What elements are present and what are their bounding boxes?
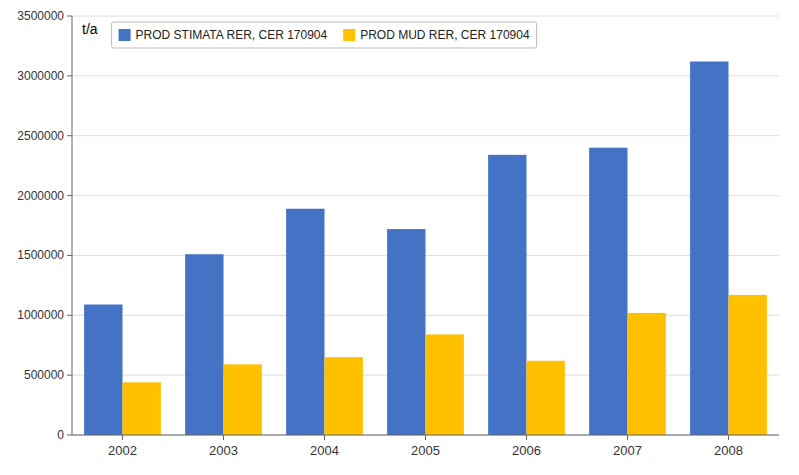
bar [185, 254, 223, 435]
x-tick [526, 435, 527, 440]
y-tick [67, 375, 72, 376]
y-tick-label: 1000000 [17, 308, 64, 322]
x-tick [627, 435, 628, 440]
legend-label: PROD MUD RER, CER 170904 [360, 28, 530, 42]
y-tick [67, 255, 72, 256]
legend-swatch [343, 29, 355, 41]
bar [84, 305, 122, 435]
bar [527, 361, 565, 435]
x-tick-label: 2003 [209, 443, 238, 458]
y-tick [67, 75, 72, 76]
bars [84, 61, 767, 435]
bar [589, 148, 627, 435]
grid-line [72, 75, 779, 76]
y-tick-label: 500000 [24, 368, 64, 382]
y-tick [67, 135, 72, 136]
y-tick [67, 16, 72, 17]
x-tick-label: 2005 [411, 443, 440, 458]
y-tick-label: 0 [57, 428, 64, 442]
y-tick [67, 435, 72, 436]
x-tick [425, 435, 426, 440]
y-tick [67, 315, 72, 316]
bar [286, 209, 324, 435]
bar [488, 155, 526, 435]
grid-line [72, 195, 779, 196]
chart: 0 500000 1000000 1500000 2000000 2500000 30000… [0, 0, 799, 475]
bar [729, 295, 767, 435]
y-tick-label: 3000000 [17, 69, 64, 83]
bar [123, 382, 161, 435]
bar [426, 334, 464, 435]
legend-label: PROD STIMATA RER, CER 170904 [136, 28, 328, 42]
y-tick-label: 3500000 [17, 9, 64, 23]
y-tick-label: 1500000 [17, 248, 64, 262]
y-tick-label: 2500000 [17, 129, 64, 143]
legend-swatch [119, 29, 131, 41]
x-tick-label: 2007 [613, 443, 642, 458]
annotation: t/a [82, 21, 98, 37]
grid-line [72, 135, 779, 136]
bar [387, 229, 425, 435]
x-tick-label: 2002 [108, 443, 137, 458]
y-axis: 0 500000 1000000 1500000 2000000 2500000 30000… [17, 9, 779, 442]
y-axis-line [72, 16, 73, 435]
legend: PROD STIMATA RER, CER 170904 PROD MUD RER… [112, 22, 537, 48]
y-tick-label: 2000000 [17, 189, 64, 203]
grid-line [72, 16, 779, 17]
x-tick [728, 435, 729, 440]
x-tick [122, 435, 123, 440]
bar [224, 364, 262, 435]
x-tick-label: 2008 [714, 443, 743, 458]
bar [628, 313, 666, 435]
x-axis: 2002 2003 2004 2005 2006 2007 2008 [72, 16, 779, 458]
bar [325, 357, 363, 435]
x-tick [223, 435, 224, 440]
legend-box [112, 22, 537, 48]
x-tick-label: 2004 [310, 443, 339, 458]
x-tick [324, 435, 325, 440]
x-tick-label: 2006 [512, 443, 541, 458]
bar [690, 61, 728, 435]
y-tick [67, 195, 72, 196]
